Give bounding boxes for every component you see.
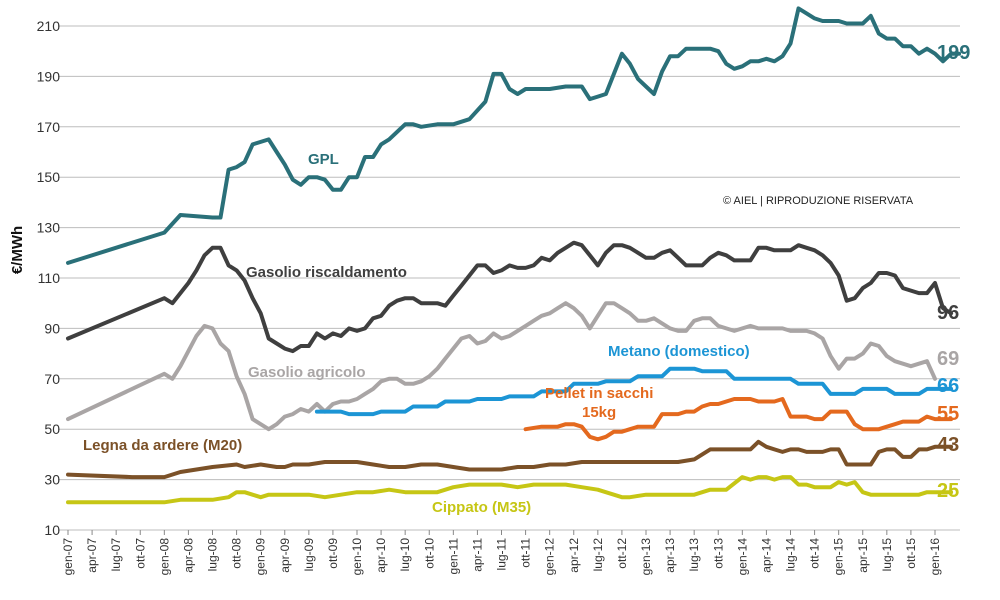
x-tick-label: ott-13 [711,538,725,569]
x-tick-label: apr-11 [470,538,484,572]
label-legna: Legna da ardere (M20) [83,437,242,454]
y-tick-label: 110 [38,270,61,286]
series-line-0 [66,6,962,265]
y-axis-ticks: 10 30 50 70 90 110 130 150 170 190 210 [37,18,61,538]
x-tick-label: apr-15 [856,538,870,573]
series-lines [66,6,962,505]
end-value-5: 43 [937,434,959,456]
x-tick-label: apr-08 [181,538,195,573]
x-tick-label: gen-15 [832,538,846,576]
label-gpl: GPL [308,151,339,168]
series-line-5 [66,439,954,480]
series-line-2 [66,301,937,432]
x-tick-label: gen-12 [543,538,557,576]
y-tick-label: 50 [44,421,60,437]
x-tick-label: lug-07 [109,538,123,572]
y-tick-label: 90 [44,320,60,336]
x-tick-label: ott-09 [326,538,340,569]
x-tick-label: lug-14 [784,538,798,572]
x-tick-label: lug-13 [687,538,701,572]
end-value-2: 69 [937,348,959,370]
series-line-6 [66,475,954,505]
y-tick-label: 70 [44,371,60,387]
x-tick-label: lug-12 [591,538,605,572]
x-tick-label: ott-07 [133,538,147,569]
end-value-labels: 199 96 69 66 55 43 25 [937,42,970,502]
end-value-1: 96 [937,302,959,324]
x-tick-label: gen-13 [639,538,653,576]
x-tick-label: ott-12 [615,538,629,569]
label-cippato: Cippato (M35) [432,499,531,516]
x-tick-label: lug-08 [206,538,220,572]
x-tick-label: ott-08 [230,538,244,569]
series-line-4 [523,397,954,442]
x-tick-label: gen-16 [928,538,942,576]
x-tick-label: ott-15 [904,538,918,569]
label-gasolio-agricolo: Gasolio agricolo [248,364,366,381]
x-tick-label: apr-07 [85,538,99,573]
end-value-0: 199 [937,42,970,64]
x-tick-label: lug-09 [302,538,316,572]
y-tick-label: 30 [44,472,60,488]
series-line-3 [314,366,954,417]
x-tick-label: gen-11 [446,538,460,575]
y-tick-label: 190 [37,68,61,84]
x-tick-label: lug-11 [495,538,509,571]
x-tick-label: gen-10 [350,538,364,576]
x-axis-ticks: gen-07 apr-07 lug-07 ott-07 gen-08 apr-08 lug-… [61,530,942,575]
x-tick-label: apr-09 [278,538,292,573]
x-tick-label: lug-10 [398,538,412,572]
series-line-1 [66,240,954,354]
x-tick-label: apr-14 [759,538,773,573]
label-gasolio-riscaldamento: Gasolio riscaldamento [246,264,407,281]
x-tick-label: gen-08 [157,538,171,576]
x-tick-label: ott-11 [519,538,533,568]
label-metano: Metano (domestico) [608,343,750,360]
y-tick-label: 10 [44,522,60,538]
end-value-3: 66 [937,375,959,397]
copyright-notice: © AIEL | RIPRODUZIONE RISERVATA [723,195,914,207]
x-tick-label: ott-14 [808,538,822,569]
gridlines [58,25,960,531]
x-tick-label: apr-13 [663,538,677,573]
x-tick-label: gen-14 [735,538,749,576]
x-tick-label: gen-09 [254,538,268,576]
x-tick-label: ott-10 [422,538,436,569]
x-tick-label: apr-12 [567,538,581,573]
y-tick-label: 210 [37,18,61,34]
end-value-6: 25 [937,480,959,502]
x-tick-label: lug-15 [880,538,894,572]
series-labels: GPL Gasolio riscaldamento Gasolio agrico… [83,151,750,516]
y-tick-label: 150 [37,169,61,185]
y-tick-label: 170 [37,119,61,135]
x-tick-label: apr-10 [374,538,388,573]
end-value-4: 55 [937,403,959,425]
y-tick-label: 130 [37,220,61,236]
label-pellet: Pellet in sacchi 15kg [545,385,658,421]
y-axis-label: €/MWh [9,226,26,274]
x-tick-label: gen-07 [61,538,75,576]
